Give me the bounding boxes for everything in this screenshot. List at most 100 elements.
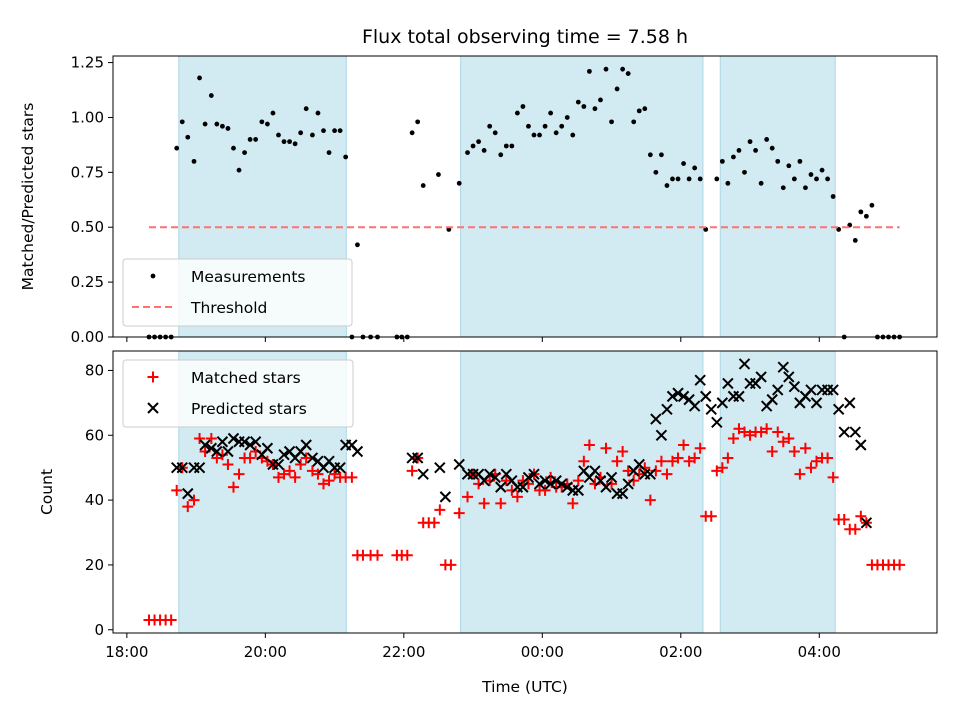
data-point bbox=[830, 194, 836, 199]
data-point bbox=[332, 128, 337, 134]
data-point bbox=[616, 487, 629, 500]
data-point bbox=[555, 478, 568, 490]
data-point bbox=[711, 465, 723, 477]
data-point bbox=[295, 458, 307, 470]
data-point bbox=[780, 185, 786, 191]
data-point bbox=[578, 455, 590, 467]
data-point bbox=[476, 139, 482, 145]
data-point bbox=[725, 180, 731, 186]
data-point bbox=[722, 452, 734, 464]
data-point bbox=[647, 152, 653, 158]
data-point bbox=[583, 439, 595, 451]
data-point bbox=[675, 176, 681, 182]
data-point bbox=[705, 510, 717, 522]
data-point bbox=[766, 445, 778, 457]
y-tick-label: 0 bbox=[94, 621, 104, 639]
y-tick-label: 20 bbox=[85, 556, 104, 574]
data-point bbox=[321, 128, 326, 134]
data-point bbox=[171, 484, 183, 496]
data-point bbox=[869, 202, 875, 208]
plot-frame bbox=[112, 350, 938, 634]
data-point bbox=[244, 452, 256, 464]
legend-swatch bbox=[150, 273, 156, 279]
data-point bbox=[814, 176, 819, 182]
data-point bbox=[514, 110, 520, 116]
data-point bbox=[772, 426, 784, 438]
data-point bbox=[289, 471, 301, 483]
data-point bbox=[337, 128, 343, 134]
data-point bbox=[705, 403, 717, 416]
data-point bbox=[544, 478, 557, 490]
data-point bbox=[434, 461, 446, 474]
data-point bbox=[644, 494, 656, 506]
data-point bbox=[526, 123, 531, 129]
data-point bbox=[572, 484, 585, 497]
data-point bbox=[633, 458, 645, 471]
data-point bbox=[326, 150, 332, 155]
data-point bbox=[636, 108, 642, 114]
data-point bbox=[428, 517, 440, 529]
data-point bbox=[415, 119, 421, 125]
data-point bbox=[808, 172, 814, 177]
data-point bbox=[197, 75, 202, 81]
data-point bbox=[625, 71, 631, 76]
data-point bbox=[764, 137, 770, 142]
y-tick-label: 60 bbox=[85, 426, 104, 444]
data-point bbox=[453, 507, 465, 519]
data-point bbox=[567, 497, 579, 509]
data-point bbox=[694, 374, 706, 386]
data-point bbox=[794, 468, 806, 480]
legend-box bbox=[122, 258, 353, 327]
data-point bbox=[858, 209, 864, 215]
data-point bbox=[202, 121, 208, 127]
data-point bbox=[620, 66, 626, 72]
data-point bbox=[666, 390, 679, 403]
data-point bbox=[310, 132, 315, 138]
data-point bbox=[855, 510, 867, 522]
data-point bbox=[766, 393, 778, 406]
data-point bbox=[697, 176, 703, 182]
data-point bbox=[863, 213, 869, 219]
data-point bbox=[733, 390, 745, 403]
data-point bbox=[253, 137, 259, 142]
data-point bbox=[600, 481, 612, 493]
x-axis-label: Time (UTC) bbox=[481, 678, 568, 696]
data-point bbox=[495, 481, 507, 493]
data-point bbox=[265, 121, 270, 127]
data-point bbox=[598, 97, 603, 103]
data-point bbox=[744, 429, 756, 441]
data-point bbox=[287, 139, 292, 145]
data-point bbox=[278, 468, 290, 480]
data-point bbox=[788, 380, 801, 393]
data-point bbox=[692, 165, 698, 171]
data-point bbox=[600, 442, 612, 454]
y-tick-label: 1.25 bbox=[71, 54, 104, 72]
data-point bbox=[481, 147, 487, 153]
data-point bbox=[281, 139, 287, 145]
data-point bbox=[700, 390, 712, 403]
data-point bbox=[306, 452, 319, 464]
data-point bbox=[300, 452, 312, 464]
data-point bbox=[670, 176, 675, 182]
x-tick-label: 02:00 bbox=[659, 643, 702, 661]
data-point bbox=[838, 514, 850, 526]
data-point bbox=[659, 152, 664, 158]
data-point bbox=[844, 397, 856, 409]
data-point bbox=[799, 442, 811, 454]
data-point bbox=[174, 145, 180, 151]
x-tick-label: 20:00 bbox=[244, 643, 287, 661]
data-point bbox=[722, 377, 734, 390]
data-point bbox=[445, 559, 457, 571]
data-point bbox=[179, 119, 185, 125]
data-point bbox=[401, 549, 413, 561]
data-point bbox=[661, 403, 673, 416]
data-point bbox=[548, 110, 554, 116]
y-tick-label: 40 bbox=[85, 491, 104, 509]
data-point bbox=[284, 465, 296, 477]
data-point bbox=[483, 468, 496, 480]
data-point bbox=[561, 481, 573, 493]
data-point bbox=[738, 358, 751, 370]
data-point bbox=[666, 455, 678, 467]
data-point bbox=[747, 139, 753, 145]
data-point bbox=[434, 504, 446, 516]
